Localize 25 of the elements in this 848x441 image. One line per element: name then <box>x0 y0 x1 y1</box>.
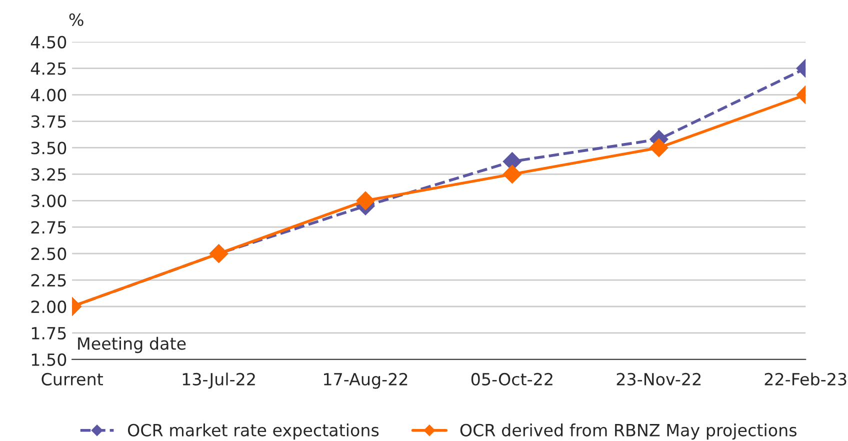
y-tick-label: 3.00 <box>31 194 66 208</box>
legend-label: OCR derived from RBNZ May projections <box>460 424 796 440</box>
y-tick-label: 4.25 <box>30 62 66 75</box>
y-tick-label: 2.75 <box>31 221 66 234</box>
y-tick-label: 3.25 <box>31 168 66 181</box>
y-tick-label: 2.25 <box>31 274 66 287</box>
y-tick-label: 3.50 <box>31 142 66 154</box>
legend-label: OCR market rate expectations <box>128 424 379 440</box>
point <box>356 191 375 210</box>
x-tick-label: 13-Jul-22 <box>182 372 255 389</box>
x-tick-label: 05-Oct-22 <box>471 372 552 386</box>
y-tick-label: 1.75 <box>32 327 66 340</box>
point <box>502 164 522 184</box>
y-tick-label: 4.00 <box>30 88 66 102</box>
y-axis-title: % <box>69 13 84 26</box>
x-tick-label: Current <box>42 372 103 386</box>
x-tick-label: 17-Aug-22 <box>324 372 408 389</box>
y-tick-label: 3.75 <box>31 115 66 128</box>
y-tick-label: 4.50 <box>30 36 66 48</box>
y-tick-label: 1.50 <box>32 353 66 366</box>
annotation: Meeting date <box>78 336 186 354</box>
y-tick-label: 2.00 <box>31 300 66 314</box>
y-tick-label: 2.50 <box>31 248 66 260</box>
x-tick-label: 23-Nov-22 <box>616 372 700 386</box>
x-tick-label: 22-Feb-23 <box>764 372 846 386</box>
